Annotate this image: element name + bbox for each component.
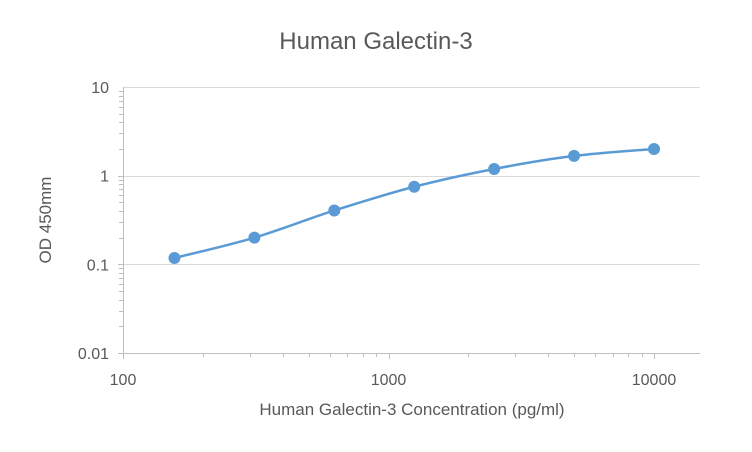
- data-point: [328, 204, 341, 217]
- y-tick-label: 0.1: [87, 257, 109, 274]
- data-point: [568, 149, 581, 162]
- data-point: [408, 180, 421, 193]
- chart-title: Human Galectin-3: [279, 28, 472, 55]
- y-tick-label: 0.01: [78, 346, 109, 363]
- text-layer: Human Galectin-3 Human Galectin-3 Concen…: [36, 28, 676, 419]
- grid-layer: [123, 87, 700, 265]
- data-point: [648, 142, 660, 155]
- data-point: [248, 231, 261, 244]
- axis-layer: [118, 87, 700, 359]
- y-tick-label: 1: [100, 169, 109, 186]
- y-tick-label: 10: [91, 80, 109, 97]
- y-axis-label: OD 450mm: [36, 177, 55, 264]
- series-line: [173, 147, 656, 260]
- x-axis-label: Human Galectin-3 Concentration (pg/ml): [259, 400, 564, 419]
- data-point: [488, 162, 501, 175]
- x-tick-label: 1000: [371, 372, 407, 389]
- x-tick-label: 10000: [632, 372, 677, 389]
- data-point: [168, 251, 181, 264]
- x-tick-label: 100: [110, 372, 137, 389]
- series-layer: [168, 142, 660, 264]
